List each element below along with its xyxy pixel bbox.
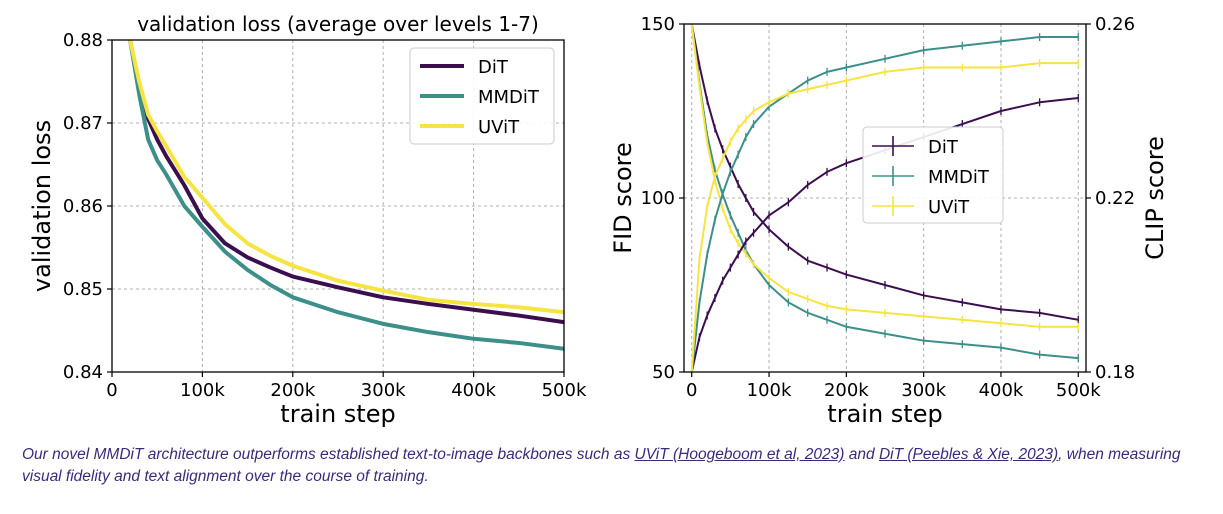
c2-clip-line-dit bbox=[690, 96, 1079, 372]
c1-ytick-label-2: 0.86 bbox=[63, 196, 103, 217]
c1-line-mmdit bbox=[128, 40, 564, 351]
c2-xtick-label-1: 100k bbox=[747, 380, 792, 401]
caption-link-dit[interactable]: DiT (Peebles & Xie, 2023) bbox=[878, 446, 1059, 463]
caption-text-2: and bbox=[844, 446, 879, 463]
c1-ytick-label-1: 0.85 bbox=[63, 279, 103, 300]
c1-ticks: 0 100k 200k 300k 400k 500k 0.84 0.85 0.86 0.87 0.8… bbox=[63, 30, 587, 401]
c2-ytick-label-1: 100 bbox=[641, 188, 675, 209]
c1-xtick-label-5: 500k bbox=[542, 380, 587, 401]
c2-y2tick-label-0: 0.18 bbox=[1095, 362, 1135, 383]
c2-y2tick-label-2: 0.26 bbox=[1095, 14, 1135, 35]
c2-xtick-label-4: 400k bbox=[979, 380, 1024, 401]
c1-xtick-label-1: 100k bbox=[180, 380, 225, 401]
c1-ylabel: validation loss bbox=[28, 120, 56, 292]
c2-xlabel: train step bbox=[827, 400, 942, 428]
c1-xtick-label-2: 200k bbox=[270, 380, 315, 401]
validation-loss-chart: validation loss (average over levels 1-7… bbox=[28, 12, 587, 428]
c2-clip-line-mmdit bbox=[690, 36, 1079, 372]
c2-fid-line-dit bbox=[690, 24, 1079, 321]
c2-ytick-label-0: 50 bbox=[652, 362, 675, 383]
c1-xlabel: train step bbox=[280, 400, 395, 428]
c2-legend-box bbox=[862, 126, 1004, 224]
figure: validation loss (average over levels 1-7… bbox=[28, 12, 1169, 428]
c1-xtick-label-4: 400k bbox=[451, 380, 496, 401]
caption-text-1: Our novel MMDiT architecture outperforms… bbox=[22, 446, 635, 463]
figure-caption: Our novel MMDiT architecture outperforms… bbox=[22, 444, 1202, 488]
c1-ytick-label-0: 0.84 bbox=[63, 362, 103, 383]
c2-ticks: 0 100k 200k 300k 400k 500k 50 100 150 0.18 0.22 0.2… bbox=[641, 14, 1135, 401]
c1-ytick-label-4: 0.88 bbox=[63, 30, 103, 51]
c1-xtick-label-0: 0 bbox=[106, 380, 117, 401]
c2-xtick-label-0: 0 bbox=[686, 380, 697, 401]
c1-legend: DiT MMDiT UViT bbox=[409, 47, 555, 145]
c1-line-dit bbox=[128, 40, 564, 325]
fid-clip-chart: 0 100k 200k 300k 400k 500k 50 100 150 0.18 0.22 0.2… bbox=[609, 14, 1169, 428]
c2-legend: DiT MMDiT UViT bbox=[862, 126, 1004, 224]
c1-xtick-label-3: 300k bbox=[361, 380, 406, 401]
c2-legend-uvit-label: UViT bbox=[928, 197, 970, 218]
c1-line-uvit bbox=[128, 40, 564, 315]
caption-text-3: , when measuring visual fidelity and tex… bbox=[22, 446, 1181, 485]
c2-ylabel: FID score bbox=[609, 142, 637, 253]
c1-ytick-label-3: 0.87 bbox=[63, 113, 103, 134]
c1-lines bbox=[128, 40, 564, 351]
c2-legend-dit-label: DiT bbox=[928, 137, 959, 158]
c2-clip-line-uvit bbox=[690, 62, 1079, 372]
c2-ytick-label-2: 150 bbox=[641, 14, 675, 35]
c1-title: validation loss (average over levels 1-7… bbox=[137, 12, 539, 36]
c1-legend-box bbox=[409, 47, 555, 145]
c2-y2label: CLIP score bbox=[1141, 136, 1169, 260]
c2-lines bbox=[690, 24, 1079, 372]
c2-legend-mmdit-label: MMDiT bbox=[928, 167, 990, 188]
c2-y2tick-label-1: 0.22 bbox=[1095, 188, 1135, 209]
c1-legend-uvit-label: UViT bbox=[478, 117, 520, 138]
c2-fid-line-uvit bbox=[690, 24, 1079, 328]
caption-link-uvit[interactable]: UViT (Hoogeboom et al, 2023) bbox=[634, 446, 845, 463]
c1-legend-mmdit-label: MMDiT bbox=[478, 87, 540, 108]
c2-xtick-label-5: 500k bbox=[1056, 380, 1101, 401]
c1-legend-dit-label: DiT bbox=[478, 57, 509, 78]
c2-xtick-label-2: 200k bbox=[824, 380, 869, 401]
c2-xtick-label-3: 300k bbox=[901, 380, 946, 401]
